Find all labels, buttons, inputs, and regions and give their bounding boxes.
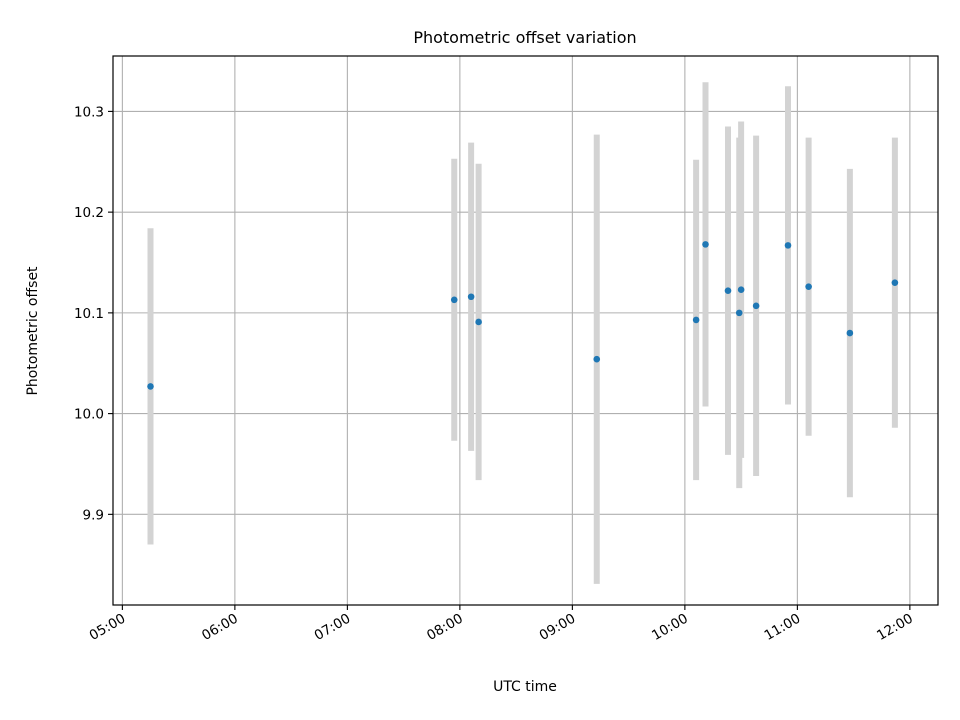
data-point-6 xyxy=(702,241,709,248)
data-point-10 xyxy=(752,302,760,310)
data-point-12 xyxy=(805,283,812,290)
y-tick-label-4: 10.3 xyxy=(74,104,104,120)
data-point-5 xyxy=(692,316,700,324)
data-point-14 xyxy=(891,279,899,286)
data-point-11 xyxy=(784,242,792,249)
data-point-13 xyxy=(846,329,854,337)
data-point-8 xyxy=(735,309,743,317)
y-tick-label-1: 10.0 xyxy=(74,407,104,423)
grid xyxy=(113,56,938,605)
data-point-2 xyxy=(467,293,475,301)
y-axis-label: Photometric offset xyxy=(25,266,41,396)
data-point-4 xyxy=(593,355,601,363)
chart-title: Photometric offset variation xyxy=(413,28,636,47)
y-tick-label-0: 9.9 xyxy=(83,507,104,523)
data-point-0 xyxy=(147,383,154,390)
data-points xyxy=(147,241,899,390)
y-axis-ticks: 9.9 10.0 10.1 10.2 10.3 xyxy=(74,104,113,523)
y-tick-label-2: 10.1 xyxy=(74,306,104,322)
data-point-9 xyxy=(737,286,745,294)
x-axis-label: UTC time xyxy=(493,679,557,695)
data-point-3 xyxy=(475,318,482,326)
data-point-7 xyxy=(724,287,732,295)
y-tick-label-3: 10.2 xyxy=(74,205,104,221)
plot-frame xyxy=(112,55,939,606)
data-point-1 xyxy=(450,296,458,304)
